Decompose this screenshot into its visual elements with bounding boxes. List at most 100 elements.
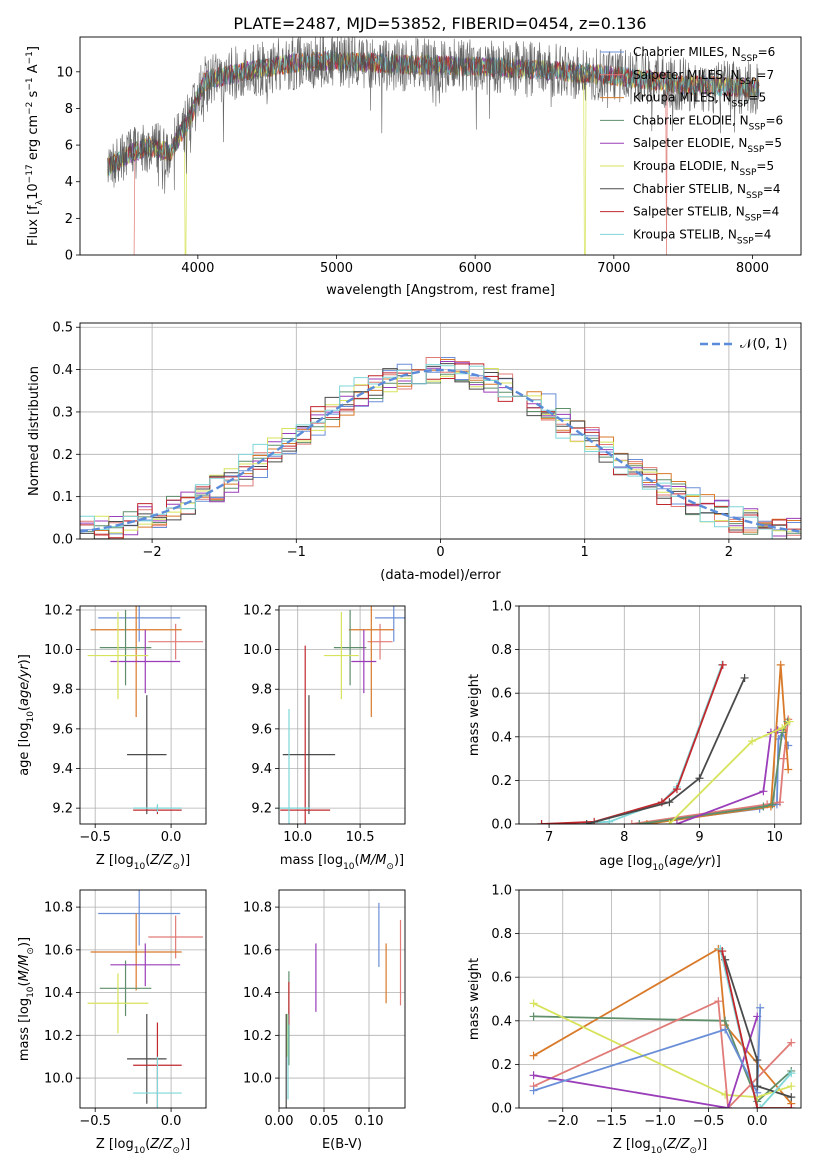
label-part: )] [711, 854, 721, 869]
y-tick-label: 10.8 [44, 901, 73, 916]
chart-age_vs_mass: 10.0 10.5 9.2 9.4 9.6 9.8 10.0 10.2 mass [log10(… [243, 603, 406, 872]
label-part: SSP [732, 100, 749, 110]
y-tick-label: 10.0 [243, 643, 272, 658]
legend: 𝒩(0, 1) [700, 337, 787, 352]
y-tick-label: 9.6 [251, 722, 272, 737]
y-tick-label: 0.6 [491, 687, 512, 702]
x-axis-label: (data-model)/error [380, 568, 501, 583]
label-part: −17 [25, 164, 35, 183]
y-tick-label: 10.2 [44, 603, 73, 618]
x-axis-label: Z [log10(Z/Z⊙)] [96, 853, 190, 872]
label-part: 10 [26, 711, 36, 723]
weight-line-kroupa_stelib [541, 664, 723, 824]
chart-mass_vs_Z: −0.5 0.010.010.210.410.610.8Z [log10(Z/Z⊙… [17, 889, 207, 1156]
chart-mass_vs_ebv: 0.00 0.05 0.10 10.0 10.2 10.4 10.6 10.8 E(B-V) [243, 889, 406, 1152]
weight-line-kroupa_stelib [719, 948, 792, 1108]
weight-line-salpeter_stelib [541, 664, 724, 824]
x-tick-label: 0.0 [747, 1114, 768, 1129]
label-part: ⊙ [689, 1146, 697, 1156]
weight-marker-salpeter_stelib [787, 1104, 796, 1108]
x-tick-label: 9 [695, 830, 703, 845]
x-tick-label: 4000 [181, 261, 214, 276]
y-tick-label: 10.4 [44, 986, 73, 1001]
weight-marker-salpeter_miles [775, 798, 784, 807]
weight-marker-chabrier_elodie [768, 800, 777, 809]
legend-entry: Salpeter MILES, NSSP=7 [633, 68, 774, 87]
label-part: Kroupa STELIB, N [633, 227, 737, 241]
label-part: Chabrier STELIB, N [633, 182, 746, 196]
y-tick-label: 0.0 [52, 533, 73, 548]
label-part: ⊙ [172, 862, 180, 872]
label-part: )] [180, 853, 190, 868]
figure-title: PLATE=2487, MJD=53852, FIBERID=0454, z=0… [233, 14, 646, 33]
y-tick-label: 0.0 [491, 1102, 512, 1117]
y-tick-label: 0 [65, 249, 73, 264]
y-tick-label: 0.4 [52, 363, 73, 378]
weight-marker-kroupa_elodie [785, 717, 794, 726]
weight-marker-chabrier_stelib [695, 774, 704, 783]
label-part: (0, 1) [752, 337, 787, 352]
y-tick-label: 2 [65, 212, 73, 227]
plot-area [285, 902, 402, 1108]
y-tick-label: 0.2 [52, 448, 73, 463]
x-tick-label: −0.5 [79, 1114, 111, 1129]
plot-area [80, 357, 801, 539]
weight-marker-chabrier_stelib [582, 820, 591, 824]
weight-marker-chabrier_elodie [529, 1012, 538, 1021]
weight-line-chabrier_stelib [586, 677, 746, 824]
label-part: age/yr [17, 663, 32, 706]
weight-marker-salpeter_elodie [672, 820, 681, 824]
x-tick-label: 7 [545, 830, 553, 845]
weight-marker-salpeter_stelib [537, 820, 546, 824]
label-part: )] [17, 654, 32, 664]
chart-mass_weight_vs_Z: −2.0 −1.5 −1.0 −0.5 0.0 0.0 0.2 0.4 0.6 0.8 1.0 mas… [467, 884, 802, 1156]
x-tick-label: 10 [766, 830, 783, 845]
label-part: =4 [762, 205, 780, 219]
label-part: )] [697, 1137, 707, 1152]
y-tick-label: 1.0 [491, 600, 512, 615]
label-part: Chabrier MILES, N [633, 45, 741, 59]
histogram-kroupa_stelib [80, 364, 801, 539]
label-part: 10 [343, 862, 355, 872]
plot-area [529, 944, 796, 1108]
label-part: age [log [17, 723, 32, 776]
weight-marker-salpeter_stelib [718, 660, 727, 669]
plot-area [537, 660, 794, 824]
weight-marker-salpeter_miles [787, 1038, 796, 1047]
y-tick-label: 10.8 [243, 901, 272, 916]
y-axis-label: Flux [fλ10−17 erg cm−2 s−1 A−1] [25, 46, 45, 246]
legend-entry: Kroupa MILES, NSSP=5 [633, 91, 766, 110]
label-part: ( [664, 854, 669, 869]
x-axis-label: wavelength [Angstrom, rest frame] [326, 283, 555, 298]
label-part: Salpeter STELIB, N [633, 205, 745, 219]
label-part: Z [log [96, 1137, 134, 1152]
y-tick-label: 10.0 [44, 1072, 73, 1087]
weight-marker-salpeter_miles [714, 997, 723, 1006]
label-part: λ [35, 199, 45, 205]
x-tick-label: 10.5 [346, 830, 375, 845]
y-tick-label: 10.6 [44, 943, 73, 958]
label-part: s [26, 90, 41, 101]
axes-frame [79, 322, 802, 540]
weight-marker-chabrier_stelib [753, 1056, 762, 1065]
y-tick-label: 0.2 [491, 774, 512, 789]
label-part: SSP [741, 54, 758, 64]
x-tick-label: −1.5 [596, 1114, 628, 1129]
label-part: mass [log [280, 853, 343, 868]
label-part: SSP [746, 191, 763, 201]
weight-marker-chabrier_stelib [740, 673, 749, 682]
label-part: Chabrier ELODIE, N [633, 113, 749, 127]
label-part: −2 [25, 102, 35, 115]
weight-marker-kroupa_stelib [787, 1069, 796, 1078]
label-part: =5 [749, 91, 767, 105]
weight-line-salpeter_miles [533, 999, 792, 1108]
label-part: =4 [763, 182, 781, 196]
weight-marker-salpeter_elodie [529, 1071, 538, 1080]
x-tick-label: −0.5 [693, 1114, 725, 1129]
y-tick-label: 10.0 [243, 1072, 272, 1087]
label-part: ( [355, 853, 360, 868]
x-tick-label: 0.10 [355, 1114, 384, 1129]
chart-mass_weight_vs_age: 7 8 9 10 0.0 0.2 0.4 0.6 0.8 1.0 mass weight age [l… [467, 600, 802, 873]
weight-marker-chabrier_elodie [759, 802, 768, 811]
label-part: −1 [25, 51, 35, 64]
